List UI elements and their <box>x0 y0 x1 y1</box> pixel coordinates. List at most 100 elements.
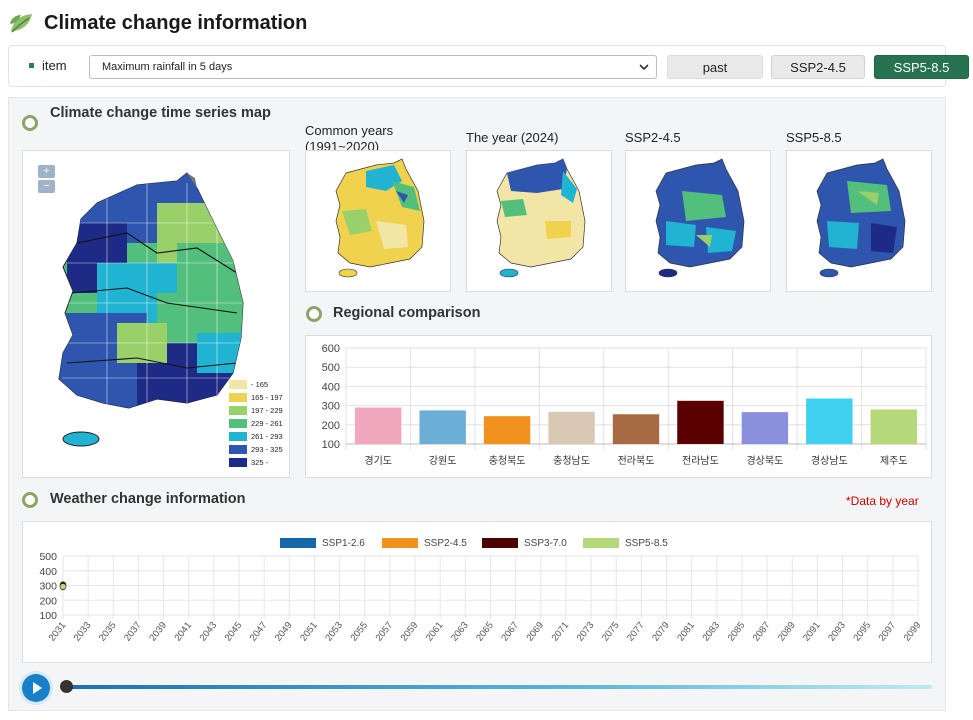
x-tick-label: 2049 <box>273 620 295 643</box>
x-tick-label: 2041 <box>172 620 194 643</box>
x-tick-label: 2087 <box>751 620 773 643</box>
year-slider-handle[interactable] <box>60 680 73 693</box>
section-circle-icon <box>22 492 38 508</box>
play-button[interactable] <box>22 674 50 702</box>
legend-label: 261 - 293 <box>251 431 283 441</box>
legend-label: 197 - 229 <box>251 405 283 415</box>
x-tick-label: 2039 <box>147 620 169 643</box>
item-label: item <box>42 58 67 73</box>
data-by-year-note: *Data by year <box>846 494 919 508</box>
x-tick-label: 경상남도 <box>811 454 848 467</box>
y-tick-label: 300 <box>39 581 57 593</box>
bar <box>355 407 402 444</box>
x-tick-label: 경상북도 <box>746 454 783 467</box>
ssp245-button[interactable]: SSP2-4.5 <box>771 55 865 79</box>
x-tick-label: 2093 <box>826 620 848 643</box>
play-icon <box>33 682 42 694</box>
korea-main-map[interactable] <box>37 163 277 463</box>
past-button[interactable]: past <box>667 55 763 79</box>
bar <box>741 412 789 444</box>
legend-ssp245[interactable]: SSP2-4.5 <box>382 537 467 549</box>
legend-ssp126[interactable]: SSP1-2.6 <box>280 537 365 549</box>
legend-label: SSP1-2.6 <box>322 537 365 549</box>
x-tick-label: 2083 <box>701 620 723 643</box>
y-tick-label: 100 <box>322 439 340 451</box>
mini-map-ssp245[interactable] <box>625 150 771 292</box>
page-header: Climate change information <box>8 6 307 40</box>
zoom-out-button[interactable]: − <box>38 180 55 193</box>
y-tick-label: 600 <box>322 343 340 355</box>
x-tick-label: 2057 <box>374 620 396 643</box>
y-tick-label: 400 <box>39 566 57 578</box>
x-tick-label: 2053 <box>323 620 345 643</box>
item-select[interactable]: Maximum rainfall in 5 days <box>89 55 657 79</box>
legend-label: 325 - <box>251 457 269 467</box>
legend-swatch <box>229 418 247 428</box>
x-tick-label: 2055 <box>348 620 370 643</box>
x-tick-label: 2035 <box>97 620 119 643</box>
x-tick-label: 2085 <box>726 620 748 643</box>
legend-label: SSP3-7.0 <box>524 537 567 549</box>
legend-swatch <box>229 379 247 389</box>
bar <box>419 410 466 444</box>
x-tick-label: 제주도 <box>880 455 908 467</box>
x-tick-label: 전라남도 <box>682 455 719 467</box>
x-tick-label: 2061 <box>424 620 446 643</box>
year-slider-track[interactable] <box>66 685 932 689</box>
legend-label: SSP2-4.5 <box>424 537 467 549</box>
mini-map-ssp585[interactable] <box>786 150 932 292</box>
chevron-down-icon <box>639 64 649 71</box>
x-tick-label: 충청남도 <box>553 455 590 467</box>
map-title-ssp585: SSP5-8.5 <box>786 130 842 145</box>
legend-ssp585[interactable]: SSP5-8.5 <box>583 537 668 549</box>
x-tick-label: 2065 <box>474 620 496 643</box>
y-tick-label: 500 <box>39 551 57 563</box>
bullet-icon <box>29 63 34 68</box>
weather-chart-box: 100 200 300 400 500 2031 2033 2035 2037 2039 2041 2… <box>22 521 932 663</box>
x-tick-label: 2073 <box>575 620 597 643</box>
x-tick-label: 2045 <box>223 620 245 643</box>
legend-swatch <box>382 538 418 548</box>
mini-map-2024[interactable] <box>466 150 612 292</box>
map-title-2024: The year (2024) <box>466 130 559 145</box>
regional-title: Regional comparison <box>333 305 481 321</box>
mini-map-2024-figure <box>496 158 586 278</box>
x-tick-label: 2047 <box>248 620 270 643</box>
bar <box>870 409 917 444</box>
legend-row: 293 - 325 <box>229 444 283 454</box>
mini-map-common-figure <box>335 158 425 278</box>
legend-swatch <box>280 538 316 548</box>
legend-label: - 165 <box>251 379 269 389</box>
x-tick-label: 2067 <box>499 620 521 643</box>
regional-bar-chart: 100 200 300 400 500 600 경기도 강원도 충청북도 충청남도 전라북도 전라남도… <box>322 343 927 467</box>
legend-label: 293 - 325 <box>251 444 283 454</box>
legend-swatch <box>583 538 619 548</box>
y-tick-label: 300 <box>322 401 340 413</box>
legend-swatch <box>229 431 247 441</box>
item-select-value: Maximum rainfall in 5 days <box>102 61 233 73</box>
legend-ssp370[interactable]: SSP3-7.0 <box>482 537 567 549</box>
legend-swatch <box>229 392 247 402</box>
bar <box>677 400 724 444</box>
zoom-in-button[interactable]: + <box>38 165 55 178</box>
x-tick-label: 2089 <box>776 620 798 643</box>
y-tick-label: 200 <box>322 420 340 432</box>
legend-swatch <box>229 457 247 467</box>
mini-map-ssp245-figure <box>655 158 745 278</box>
regional-chart-box: 100 200 300 400 500 600 경기도 강원도 충청북도 충청남도 전라북도 전라남도… <box>305 335 932 478</box>
ssp585-button[interactable]: SSP5-8.5 <box>874 55 969 79</box>
mini-map-common[interactable] <box>305 150 451 292</box>
legend-swatch <box>229 405 247 415</box>
x-tick-label: 2081 <box>675 620 697 643</box>
map-title-ssp245: SSP2-4.5 <box>625 130 681 145</box>
section-circle-icon <box>306 306 322 322</box>
weather-title: Weather change information <box>50 491 246 507</box>
legend-row: 325 - <box>229 457 268 467</box>
x-tick-label: 2079 <box>650 620 672 643</box>
x-tick-label: 2031 <box>47 620 69 643</box>
x-tick-label: 2043 <box>198 620 220 643</box>
x-tick-label: 2033 <box>72 620 94 643</box>
x-tick-label: 2099 <box>902 620 924 643</box>
legend-label: 229 - 261 <box>251 418 283 428</box>
